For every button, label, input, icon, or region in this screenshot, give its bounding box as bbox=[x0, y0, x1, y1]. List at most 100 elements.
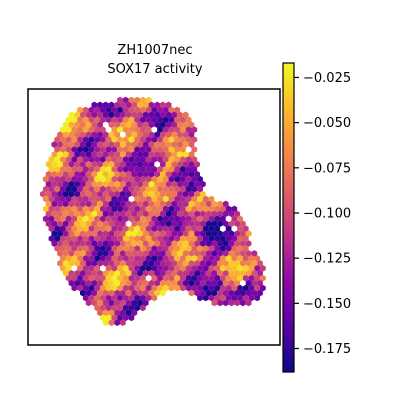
hex-spot bbox=[114, 200, 121, 208]
hex-spot bbox=[222, 220, 229, 228]
hex-spot bbox=[260, 284, 266, 292]
hex-spot bbox=[151, 136, 158, 143]
hex-spot bbox=[162, 175, 169, 183]
colorbar-tick-label: −0.175 bbox=[303, 342, 351, 357]
hex-spot bbox=[102, 200, 109, 208]
hex-spot bbox=[54, 136, 61, 143]
hex-spot bbox=[125, 250, 132, 257]
hex-spot bbox=[242, 255, 249, 262]
hex-spot bbox=[82, 166, 89, 173]
hex-spot bbox=[217, 289, 223, 297]
hex-spot bbox=[142, 101, 149, 109]
hex-spot bbox=[91, 151, 98, 158]
hex-spot bbox=[145, 175, 152, 183]
hex-spot bbox=[148, 269, 155, 277]
hex-spot bbox=[128, 255, 135, 262]
hex-spot bbox=[225, 255, 232, 262]
hex-spot bbox=[128, 116, 135, 124]
hex-spot bbox=[254, 255, 261, 262]
hex-spot bbox=[214, 235, 221, 242]
hex-spot bbox=[62, 141, 69, 148]
hex-spot bbox=[131, 190, 138, 198]
hex-spot bbox=[160, 111, 166, 119]
hex-spot bbox=[131, 230, 138, 237]
hex-spot bbox=[140, 215, 146, 223]
hex-spot bbox=[142, 260, 149, 267]
hex-spot bbox=[142, 111, 149, 119]
hex-spot bbox=[214, 205, 221, 213]
hex-spot bbox=[134, 156, 141, 163]
hex-spot bbox=[211, 299, 218, 307]
hex-spot bbox=[57, 200, 63, 208]
hex-spot bbox=[188, 220, 195, 228]
hex-spot bbox=[165, 141, 172, 148]
hex-spot bbox=[94, 245, 101, 252]
hex-spot bbox=[131, 289, 138, 297]
hex-spot bbox=[162, 284, 169, 292]
hex-spot bbox=[242, 284, 249, 292]
hex-spot bbox=[157, 195, 163, 203]
hex-spot bbox=[108, 131, 115, 138]
hex-spot bbox=[85, 200, 92, 208]
hex-spot bbox=[257, 289, 263, 297]
hex-spot bbox=[220, 255, 226, 262]
hex-spot bbox=[214, 225, 221, 232]
hex-spot bbox=[131, 299, 138, 307]
hex-spot bbox=[208, 195, 215, 203]
hex-spot bbox=[77, 185, 83, 193]
hex-spot bbox=[202, 245, 209, 252]
hex-spot bbox=[134, 126, 141, 133]
hex-spot bbox=[137, 260, 143, 267]
hex-spot bbox=[174, 146, 181, 153]
hex-spot bbox=[174, 225, 181, 232]
hex-spot bbox=[171, 250, 178, 257]
hex-spot bbox=[82, 116, 89, 124]
hex-spot bbox=[108, 319, 115, 327]
hex-spot bbox=[140, 185, 146, 193]
hex-spot bbox=[68, 180, 75, 188]
hex-spot bbox=[208, 205, 215, 213]
hex-spot bbox=[148, 289, 155, 297]
hex-spot bbox=[245, 289, 252, 297]
hexbin-layer bbox=[40, 96, 266, 327]
hex-spot bbox=[85, 260, 92, 267]
hex-spot bbox=[117, 235, 123, 242]
hex-spot bbox=[202, 205, 209, 213]
hex-spot bbox=[231, 215, 238, 223]
hex-spot bbox=[185, 274, 192, 282]
hex-spot bbox=[137, 230, 143, 237]
hex-spot bbox=[125, 111, 132, 119]
hex-spot bbox=[165, 180, 172, 188]
hex-spot bbox=[222, 240, 229, 247]
hex-spot bbox=[91, 121, 98, 129]
colorbar-tick-label: −0.100 bbox=[303, 206, 351, 221]
hex-spot bbox=[94, 166, 101, 173]
hex-spot bbox=[65, 205, 72, 213]
hex-spot bbox=[117, 205, 123, 213]
hex-spot bbox=[68, 250, 75, 257]
hex-spot bbox=[217, 250, 223, 257]
hex-spot bbox=[208, 274, 215, 282]
hex-spot bbox=[165, 230, 172, 237]
hex-spot bbox=[134, 294, 141, 302]
hex-spot bbox=[68, 111, 75, 119]
hex-spot bbox=[60, 126, 66, 133]
hex-spot bbox=[122, 175, 129, 183]
hex-spot bbox=[145, 126, 152, 133]
hex-spot bbox=[188, 230, 195, 237]
hex-spot bbox=[125, 289, 132, 297]
hex-spot bbox=[165, 260, 172, 267]
hex-spot bbox=[62, 240, 69, 247]
hex-spot bbox=[68, 210, 75, 218]
hex-spot bbox=[151, 195, 158, 203]
hex-spot bbox=[131, 131, 138, 138]
hex-spot bbox=[82, 136, 89, 143]
hex-spot bbox=[154, 260, 161, 267]
hex-spot bbox=[151, 106, 158, 114]
hex-spot bbox=[248, 265, 255, 272]
hex-spot bbox=[154, 170, 161, 178]
hex-spot bbox=[131, 180, 138, 188]
hex-spot bbox=[48, 185, 55, 193]
